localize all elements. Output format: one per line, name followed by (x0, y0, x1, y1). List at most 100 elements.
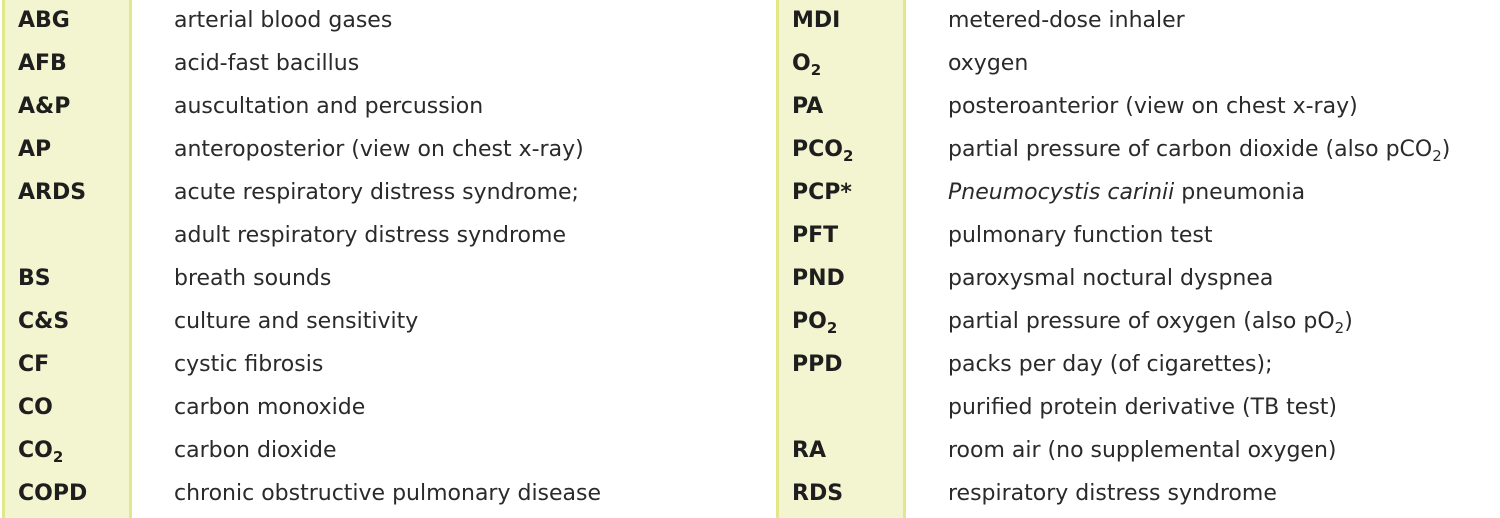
abbreviation-subscript: 2 (52, 448, 64, 466)
abbreviation-text: CO (18, 395, 53, 420)
table-row: purified protein derivative (TB test) (774, 387, 1500, 430)
table-row: adult respiratory distress syndrome (0, 215, 750, 258)
definition-cell: purified protein derivative (TB test) (948, 393, 1337, 423)
definition-cell: cystic fibrosis (174, 350, 323, 380)
table-row: CF cystic fibrosis (0, 344, 750, 387)
abbreviation-subscript: 2 (810, 61, 822, 79)
abbreviation-cell: CF (18, 350, 49, 380)
definition-tail-text: ) (1344, 309, 1353, 334)
abbreviation-cell: PA (792, 92, 823, 122)
abbreviation-cell: RA (792, 436, 826, 466)
table-row: ARDS acute respiratory distress syndrome; (0, 172, 750, 215)
abbreviation-text: C&S (18, 309, 70, 334)
definition-text: anteroposterior (view on chest x-ray) (174, 137, 584, 162)
definition-cell: Pneumocystis carinii pneumonia (948, 178, 1305, 208)
abbreviation-text: PO (792, 309, 827, 334)
abbreviation-text: RDS (792, 481, 844, 506)
definition-tail-text: ) (1441, 137, 1451, 162)
table-row: PFT pulmonary function test (774, 215, 1500, 258)
abbreviation-cell: ARDS (18, 178, 86, 208)
definition-text: breath sounds (174, 266, 332, 291)
definition-text: acid-fast bacillus (174, 51, 360, 76)
definition-cell: acute respiratory distress syndrome; (174, 178, 579, 208)
abbreviation-text: PCP* (792, 180, 852, 205)
definition-cell: anteroposterior (view on chest x-ray) (174, 135, 584, 165)
table-row: C&S culture and sensitivity (0, 301, 750, 344)
definition-italic-text: Pneumocystis carinii (948, 180, 1175, 205)
definition-text: auscultation and percussion (174, 94, 484, 119)
abbreviation-cell: MDI (792, 6, 840, 36)
abbreviation-text: PCO (792, 137, 843, 162)
definition-text: pneumonia (1174, 180, 1306, 205)
abbreviation-subscript: 2 (826, 319, 838, 337)
table-row: PCP* Pneumocystis carinii pneumonia (774, 172, 1500, 215)
definition-cell: adult respiratory distress syndrome (174, 221, 566, 251)
abbreviation-cell: PFT (792, 221, 838, 251)
definition-text: paroxysmal noctural dyspnea (948, 266, 1274, 291)
definition-text: metered-dose inhaler (948, 8, 1185, 33)
definition-cell: carbon monoxide (174, 393, 365, 423)
definition-text: oxygen (948, 51, 1029, 76)
abbreviation-cell: PCO2 (792, 135, 853, 165)
abbreviation-subscript: 2 (842, 147, 854, 165)
table-row: COPD chronic obstructive pulmonary diseas… (0, 473, 750, 516)
table-row: A&P auscultation and percussion (0, 86, 750, 129)
abbreviation-text: ARDS (18, 180, 87, 205)
definition-cell: carbon dioxide (174, 436, 336, 466)
definition-text: acute respiratory distress syndrome; (174, 180, 579, 205)
abbreviation-text: PFT (792, 223, 839, 248)
definition-subscript: 2 (1334, 319, 1345, 337)
abbreviation-text: CF (18, 352, 50, 377)
definition-cell: room air (no supplemental oxygen) (948, 436, 1336, 466)
table-row: PA posteroanterior (view on chest x-ray) (774, 86, 1500, 129)
table-row: AP anteroposterior (view on chest x-ray) (0, 129, 750, 172)
abbreviation-cell: PCP* (792, 178, 852, 208)
definition-cell: respiratory distress syndrome (948, 479, 1277, 509)
abbreviation-cell: CO (18, 393, 53, 423)
definition-text: packs per day (of cigarettes); (948, 352, 1273, 377)
definition-cell: culture and sensitivity (174, 307, 418, 337)
definition-text: chronic obstructive pulmonary disease (174, 481, 602, 506)
definition-text: culture and sensitivity (174, 309, 419, 334)
table-row: O2 oxygen (774, 43, 1500, 86)
abbreviation-cell: PO2 (792, 307, 837, 337)
definition-cell: pulmonary function test (948, 221, 1213, 251)
abbreviations-table-right: MDI metered-dose inhaler O2 oxygen PA postero… (774, 0, 1500, 518)
abbreviation-cell: AFB (18, 49, 67, 79)
table-row: RA room air (no supplemental oxygen) (774, 430, 1500, 473)
definition-text: cystic fibrosis (174, 352, 324, 377)
abbreviation-text: AFB (18, 51, 67, 76)
table-row: PO2 partial pressure of oxygen (also pO2) (774, 301, 1500, 344)
table-row: BS breath sounds (0, 258, 750, 301)
definition-text: arterial blood gases (174, 8, 393, 33)
definition-cell: arterial blood gases (174, 6, 392, 36)
definition-cell: partial pressure of carbon dioxide (also… (948, 135, 1450, 165)
definition-text: purified protein derivative (TB test) (948, 395, 1337, 420)
table-row: PND paroxysmal noctural dyspnea (774, 258, 1500, 301)
definition-text: carbon dioxide (174, 438, 337, 463)
abbreviation-text: COPD (18, 481, 88, 506)
abbreviation-cell: CO2 (18, 436, 63, 466)
definition-cell: partial pressure of oxygen (also pO2) (948, 307, 1353, 337)
definition-text: room air (no supplemental oxygen) (948, 438, 1337, 463)
abbreviation-text: AP (18, 137, 52, 162)
abbreviation-cell: BS (18, 264, 51, 294)
table-row: RDS respiratory distress syndrome (774, 473, 1500, 516)
definition-cell: metered-dose inhaler (948, 6, 1185, 36)
table-row: MDI metered-dose inhaler (774, 0, 1500, 43)
definition-text: adult respiratory distress syndrome (174, 223, 566, 248)
table-row: PCO2 partial pressure of carbon dioxide (… (774, 129, 1500, 172)
abbreviation-cell: RDS (792, 479, 843, 509)
definition-cell: packs per day (of cigarettes); (948, 350, 1273, 380)
abbreviation-text: PA (792, 94, 824, 119)
abbreviation-text: CO (18, 438, 53, 463)
table-row: ABG arterial blood gases (0, 0, 750, 43)
abbreviation-text: O (792, 51, 811, 76)
definition-cell: chronic obstructive pulmonary disease (174, 479, 601, 509)
abbreviation-cell: PPD (792, 350, 843, 380)
abbreviation-cell: COPD (18, 479, 87, 509)
table-row: CO2 carbon dioxide (0, 430, 750, 473)
table-row: CO carbon monoxide (0, 387, 750, 430)
definition-text: posteroanterior (view on chest x-ray) (948, 94, 1358, 119)
abbreviation-text: RA (792, 438, 826, 463)
